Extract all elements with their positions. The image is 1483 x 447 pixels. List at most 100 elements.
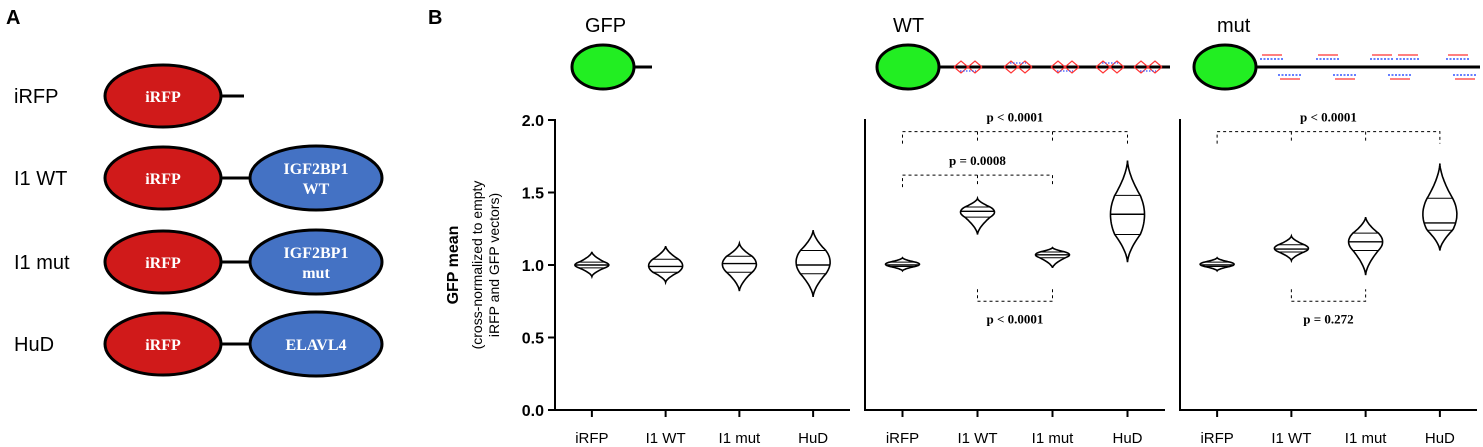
violin-body	[795, 230, 831, 297]
construct-row-2: I1 WT iRFP IGF2BP1 WT	[14, 144, 384, 212]
panel-a-label: A	[6, 7, 20, 29]
stem-loop-red	[1003, 66, 1033, 74]
y-axis-subtitle-1: (cross-normalized to empty	[469, 181, 485, 350]
reporter-title: WT	[893, 15, 924, 37]
violin-body	[1109, 160, 1146, 263]
violin-hud	[1109, 160, 1146, 263]
bracket-line	[977, 289, 1053, 302]
stem-loop-red	[1133, 66, 1163, 74]
construct-label: I1 mut	[14, 252, 70, 274]
partner-domain-label: ELAVL4	[285, 337, 346, 354]
reporter-title: GFP	[585, 15, 626, 37]
irfp-domain-label: iRFP	[145, 171, 181, 188]
p-value-label: p < 0.0001	[987, 110, 1044, 125]
x-tick-label: iRFP	[886, 430, 919, 447]
y-axis-subtitle-2: iRFP and GFP vectors)	[486, 193, 502, 337]
partner-domain-label: IGF2BP1	[284, 161, 349, 178]
gfp-domain	[1192, 43, 1258, 91]
partner-domain-label: WT	[303, 181, 330, 198]
p-value-label: p < 0.0001	[1300, 110, 1357, 125]
reporter-2: WT	[875, 15, 1170, 91]
irfp-domain-label: iRFP	[145, 89, 181, 106]
y-tick-label: 0.0	[522, 403, 544, 420]
irfp-domain-label: iRFP	[145, 337, 181, 354]
x-tick-label: I1 mut	[719, 430, 762, 447]
violin-body	[721, 240, 758, 292]
construct-row-4: HuD iRFP ELAVL4	[14, 310, 384, 378]
reporter-diagrams: GFP WT mut	[570, 15, 1480, 91]
p-value-label: p = 0.272	[1303, 311, 1353, 326]
stem-loop-icon	[1260, 54, 1284, 60]
irfp-domain-label: iRFP	[145, 255, 181, 272]
stem-loop-icon	[1003, 60, 1033, 74]
violin-hud	[795, 230, 831, 297]
reporter-title: mut	[1217, 15, 1251, 37]
stem-loop-red	[1095, 66, 1125, 74]
violin-body	[959, 195, 996, 235]
stem-loop-icon	[1396, 54, 1420, 60]
y-tick-label: 1.0	[522, 258, 544, 275]
x-tick-label: HuD	[798, 430, 828, 447]
violin-panel-gfp: iRFP I1 WT I1 mut HuD	[554, 119, 850, 447]
violin-i1-wt	[647, 246, 684, 286]
violin-charts: 0.0 0.5 1.0 1.5 2.0 iRFP I1 WT I1 mut HuD iRFP I1 …	[522, 110, 1477, 447]
x-tick-label: I1 WT	[646, 430, 686, 447]
x-tick-label: HuD	[1112, 430, 1142, 447]
construct-label: HuD	[14, 334, 54, 356]
significance-bracket: p < 0.0001	[902, 110, 1128, 144]
partner-domain	[248, 144, 384, 212]
significance-bracket: p = 0.272	[1290, 289, 1367, 326]
y-tick-label: 1.5	[522, 186, 544, 203]
partner-domain	[248, 310, 384, 378]
y-axis: 0.0 0.5 1.0 1.5 2.0	[522, 113, 556, 420]
violin-irfp	[574, 251, 610, 280]
x-tick-label: iRFP	[1200, 430, 1233, 447]
violin-hud	[1422, 163, 1458, 251]
stem-loop-icon	[1050, 60, 1080, 74]
stem-loop-icon	[1095, 60, 1125, 74]
bracket-line	[1290, 289, 1367, 302]
gfp-domain	[570, 43, 636, 91]
stem-loop-red	[953, 66, 983, 74]
x-tick-label: iRFP	[575, 430, 608, 447]
partner-domain-label: IGF2BP1	[284, 245, 349, 262]
partner-domain	[248, 228, 384, 296]
construct-diagram: iRFP iRFP I1 WT iRFP IGF2BP1 WT I1 mut iRFP IGF2…	[14, 63, 384, 378]
significance-bracket: p < 0.0001	[977, 289, 1053, 326]
bracket-line	[902, 131, 1128, 144]
y-axis-title: GFP mean	[445, 226, 462, 305]
reporter-3: mut	[1192, 15, 1480, 91]
violin-panel-mut: iRFP I1 WT I1 mut HuD p < 0.0001 p = 0.272	[1179, 110, 1477, 447]
p-value-label: p < 0.0001	[987, 311, 1044, 326]
stem-loop-icon	[1453, 74, 1477, 80]
x-tick-label: I1 WT	[1271, 430, 1311, 447]
stem-loop-icon	[1278, 74, 1302, 80]
x-tick-label: I1 mut	[1032, 430, 1075, 447]
stem-loop-icon	[1133, 60, 1163, 74]
violin-irfp	[884, 256, 921, 273]
reporter-1: GFP	[570, 15, 652, 91]
violin-body	[1422, 163, 1458, 251]
panel-b-label: B	[428, 7, 442, 29]
gfp-domain	[875, 43, 941, 91]
stem-loop-icon	[1370, 54, 1394, 60]
violin-i1-wt	[1273, 233, 1310, 264]
stem-loop-icon	[953, 60, 983, 74]
construct-label: iRFP	[14, 86, 58, 108]
x-tick-label: HuD	[1425, 430, 1455, 447]
violin-i1-mut	[1347, 216, 1384, 276]
stem-loop-icon	[1446, 54, 1470, 60]
violin-i1-wt	[959, 195, 996, 235]
violin-body	[1347, 216, 1384, 276]
stem-loop-icon	[1333, 74, 1357, 80]
x-tick-label: I1 mut	[1345, 430, 1388, 447]
construct-label: I1 WT	[14, 168, 67, 190]
violin-panel-wt: iRFP I1 WT I1 mut HuD p < 0.0001 p = 0.0008 p …	[864, 110, 1165, 447]
bracket-line	[1216, 131, 1441, 144]
construct-row-1: iRFP iRFP	[14, 63, 244, 129]
violin-body	[647, 246, 684, 286]
significance-bracket: p = 0.0008	[902, 153, 1053, 188]
violin-i1-mut	[1034, 246, 1071, 269]
violin-irfp	[1199, 256, 1235, 273]
